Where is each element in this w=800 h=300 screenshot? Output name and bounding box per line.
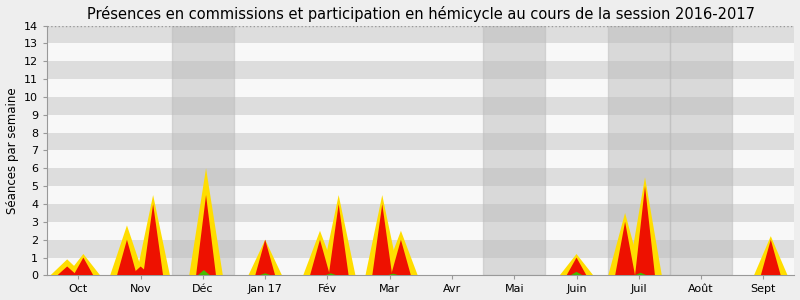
- Polygon shape: [310, 240, 330, 275]
- Bar: [172, 26, 234, 275]
- Bar: [47, 44, 794, 61]
- Polygon shape: [50, 260, 84, 275]
- Polygon shape: [635, 186, 655, 275]
- Polygon shape: [391, 240, 411, 275]
- Polygon shape: [110, 225, 144, 275]
- Polygon shape: [196, 195, 216, 275]
- Bar: [483, 26, 546, 275]
- Polygon shape: [615, 222, 635, 275]
- Bar: [47, 168, 794, 186]
- Bar: [47, 204, 794, 222]
- Polygon shape: [384, 231, 418, 275]
- Polygon shape: [74, 258, 94, 275]
- Bar: [47, 186, 794, 204]
- Polygon shape: [366, 195, 399, 275]
- Polygon shape: [560, 254, 594, 275]
- Polygon shape: [255, 240, 275, 275]
- Polygon shape: [198, 270, 210, 275]
- Bar: [47, 240, 794, 258]
- Bar: [47, 222, 794, 240]
- Bar: [608, 26, 670, 275]
- Polygon shape: [58, 266, 77, 275]
- Polygon shape: [259, 273, 271, 275]
- Bar: [47, 115, 794, 133]
- Y-axis label: Séances par semaine: Séances par semaine: [6, 87, 18, 214]
- Polygon shape: [754, 236, 787, 275]
- Bar: [47, 133, 794, 151]
- Bar: [670, 26, 732, 275]
- Bar: [47, 61, 794, 79]
- Polygon shape: [136, 195, 170, 275]
- Polygon shape: [608, 213, 642, 275]
- Polygon shape: [143, 204, 163, 275]
- Polygon shape: [387, 274, 399, 275]
- Bar: [47, 151, 794, 168]
- Bar: [47, 79, 794, 97]
- Polygon shape: [372, 204, 392, 275]
- Polygon shape: [628, 177, 662, 275]
- Polygon shape: [634, 273, 647, 275]
- Polygon shape: [570, 272, 582, 275]
- Polygon shape: [190, 168, 223, 275]
- Polygon shape: [248, 240, 282, 275]
- Polygon shape: [124, 263, 158, 275]
- Bar: [47, 26, 794, 44]
- Polygon shape: [322, 195, 355, 275]
- Polygon shape: [117, 240, 137, 275]
- Polygon shape: [303, 231, 337, 275]
- Title: Présences en commissions et participation en hémicycle au cours de la session 20: Présences en commissions et participatio…: [87, 6, 755, 22]
- Polygon shape: [66, 254, 100, 275]
- Polygon shape: [566, 258, 586, 275]
- Polygon shape: [761, 240, 781, 275]
- Polygon shape: [325, 273, 337, 275]
- Bar: [47, 258, 794, 275]
- Polygon shape: [329, 204, 349, 275]
- Bar: [47, 97, 794, 115]
- Polygon shape: [130, 266, 150, 275]
